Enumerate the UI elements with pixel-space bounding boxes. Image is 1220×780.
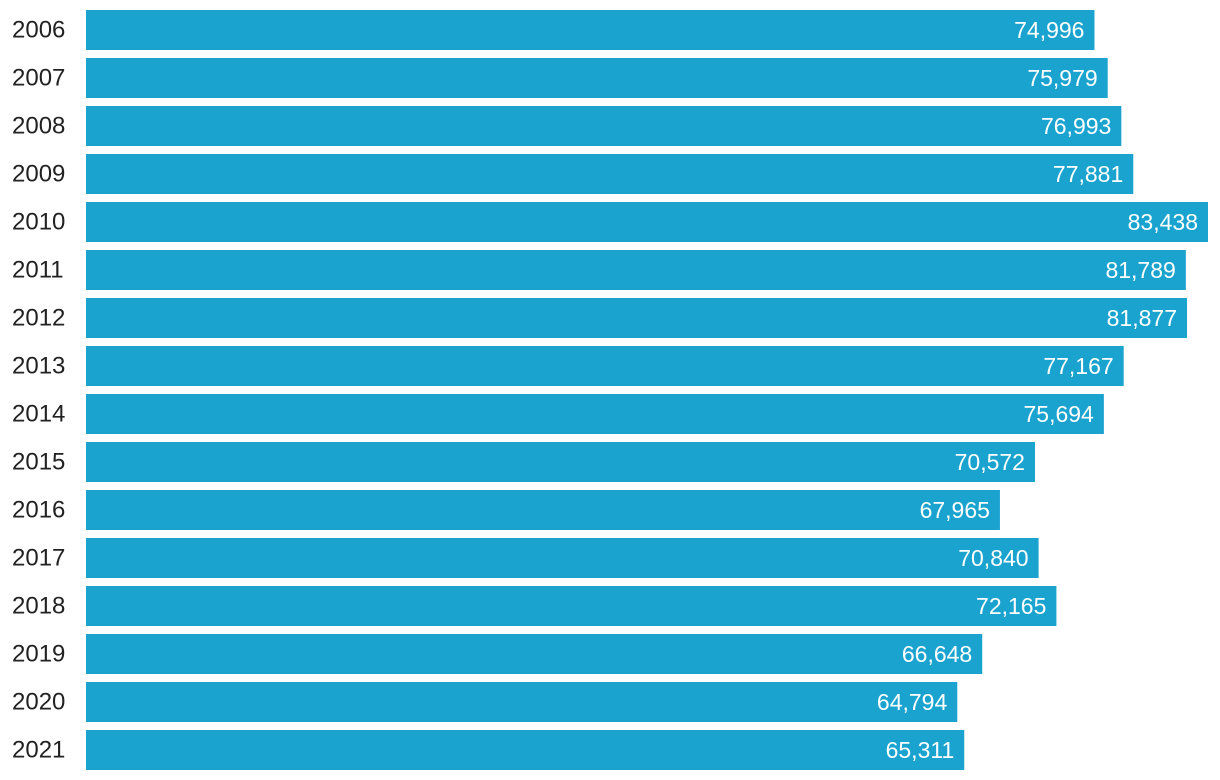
category-label: 2015 (12, 449, 65, 476)
bar (86, 250, 1186, 290)
category-label: 2019 (12, 641, 65, 668)
bar (86, 586, 1057, 626)
bar (86, 682, 958, 722)
value-label: 76,993 (1041, 113, 1111, 139)
value-label: 67,965 (920, 497, 990, 523)
category-label: 2011 (12, 257, 64, 284)
category-label: 2014 (12, 401, 65, 428)
category-label: 2018 (12, 593, 65, 620)
bar (86, 154, 1134, 194)
category-label: 2008 (12, 113, 65, 140)
bar (86, 298, 1188, 338)
bar (86, 58, 1108, 98)
value-label: 70,572 (955, 449, 1025, 475)
category-label: 2006 (12, 17, 65, 44)
value-label: 64,794 (877, 689, 948, 715)
value-label: 75,979 (1027, 65, 1097, 91)
value-label: 74,996 (1014, 17, 1084, 43)
bar (86, 490, 1000, 530)
category-label: 2010 (12, 209, 65, 236)
category-label: 2007 (12, 65, 65, 92)
bar (86, 10, 1095, 50)
value-label: 77,881 (1053, 161, 1123, 187)
value-label: 77,167 (1043, 353, 1113, 379)
bar (86, 538, 1039, 578)
category-label: 2013 (12, 353, 65, 380)
category-label: 2021 (12, 737, 65, 764)
category-label: 2016 (12, 497, 65, 524)
bar (86, 346, 1124, 386)
bar (86, 394, 1104, 434)
bar (86, 634, 983, 674)
category-label: 2020 (12, 689, 65, 716)
value-label: 83,438 (1128, 209, 1198, 235)
value-label: 81,877 (1107, 305, 1177, 331)
category-label: 2012 (12, 305, 65, 332)
category-label: 2017 (12, 545, 65, 572)
value-label: 72,165 (976, 593, 1046, 619)
bar (86, 202, 1208, 242)
value-label: 65,311 (886, 737, 955, 763)
bar (86, 106, 1122, 146)
value-label: 81,789 (1105, 257, 1175, 283)
value-label: 75,694 (1024, 401, 1095, 427)
bar (86, 730, 965, 770)
category-label: 2009 (12, 161, 65, 188)
value-label: 66,648 (902, 641, 972, 667)
bar (86, 442, 1035, 482)
value-label: 70,840 (958, 545, 1028, 571)
